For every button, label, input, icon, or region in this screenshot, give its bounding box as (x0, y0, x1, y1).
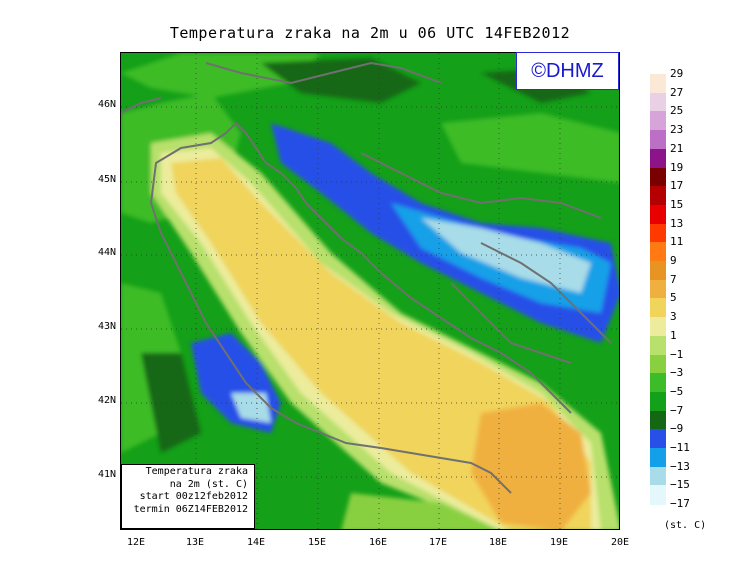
legend-swatch (650, 242, 666, 262)
legend-swatch (650, 317, 666, 337)
lat-label-44n: 44N (97, 247, 116, 258)
legend-swatch (650, 74, 666, 94)
lon-label-19e: 19E (549, 537, 569, 548)
lon-label-13e: 13E (185, 537, 205, 548)
field-dark-green (261, 58, 421, 103)
legend-label: 29 (670, 67, 684, 80)
legend-label: 27 (670, 85, 684, 99)
lat-label-46n: 46N (97, 99, 116, 110)
legend-swatch (650, 410, 666, 430)
legend-label: −5 (670, 384, 684, 398)
legend-swatch (650, 261, 666, 281)
lon-label-14e: 14E (246, 537, 266, 548)
legend-label: 1 (670, 328, 677, 342)
legend-label: 25 (670, 104, 684, 118)
legend-label: −1 (670, 347, 684, 361)
legend-label: 13 (670, 216, 684, 230)
coastline (121, 61, 612, 494)
legend-label: 5 (670, 291, 677, 305)
map-title: Temperatura zraka na 2m u 06 UTC 14FEB20… (169, 24, 571, 42)
legend-label: −3 (670, 366, 684, 380)
legend-swatch (650, 448, 666, 468)
field-orange (471, 403, 591, 529)
lat-label-43n: 43N (97, 321, 116, 332)
legend-swatch (650, 148, 666, 168)
legend-label: 11 (670, 235, 684, 249)
info-line-3: start 00z12feb2012 (139, 491, 248, 502)
legend-swatch (650, 354, 666, 374)
legend-label: −11 (670, 441, 690, 454)
graticule (121, 53, 619, 529)
legend-swatch (650, 298, 666, 318)
legend-swatch (650, 373, 666, 393)
legend-unit: (st. C) (664, 520, 707, 531)
lon-label-17e: 17E (428, 537, 448, 548)
info-line-4: termin 06Z14FEB2012 (133, 503, 248, 515)
legend-label: 17 (670, 179, 684, 193)
legend-label: 15 (670, 197, 684, 211)
legend-label: −9 (670, 422, 684, 436)
legend-label: −13 (670, 459, 690, 473)
info-line-1: Temperatura zraka (145, 466, 248, 477)
lon-label-15e: 15E (307, 537, 327, 548)
legend-swatch (650, 92, 666, 112)
legend-label: 23 (670, 123, 684, 137)
legend-swatch (650, 335, 666, 355)
legend-label: 9 (670, 254, 677, 267)
info-line-2: na 2m (st. C) (169, 478, 248, 490)
lon-label-18e: 18E (488, 537, 508, 548)
legend-label: 21 (670, 141, 684, 155)
legend-swatch (650, 186, 666, 206)
legend-swatch (650, 130, 666, 150)
forecast-info-box: Temperatura zraka na 2m (st. C) start 00… (121, 464, 255, 529)
legend-swatch (650, 223, 666, 243)
lat-label-45n: 45N (97, 174, 116, 185)
legend-label: 19 (670, 160, 684, 174)
lon-label-16e: 16E (368, 537, 388, 548)
legend-label: −7 (670, 403, 684, 417)
legend-label: −17 (670, 497, 690, 511)
legend-swatch (650, 429, 666, 449)
lat-label-41n: 41N (97, 469, 116, 480)
legend-swatch (650, 167, 666, 187)
legend-swatch (650, 391, 666, 412)
legend-swatch (650, 111, 666, 131)
legend-swatch (650, 485, 666, 505)
legend-label: −15 (670, 478, 690, 492)
lon-label-12e: 12E (126, 537, 146, 548)
lat-label-42n: 42N (97, 395, 116, 406)
temperature-map (120, 52, 620, 530)
legend-swatch (650, 466, 666, 486)
legend-label: 3 (670, 310, 677, 324)
legend-swatch (650, 279, 666, 299)
lon-label-20e: 20E (610, 537, 630, 548)
legend-label: 7 (670, 272, 677, 286)
dhmz-logo: ©DHMZ (516, 52, 619, 90)
legend-swatch (650, 204, 666, 225)
